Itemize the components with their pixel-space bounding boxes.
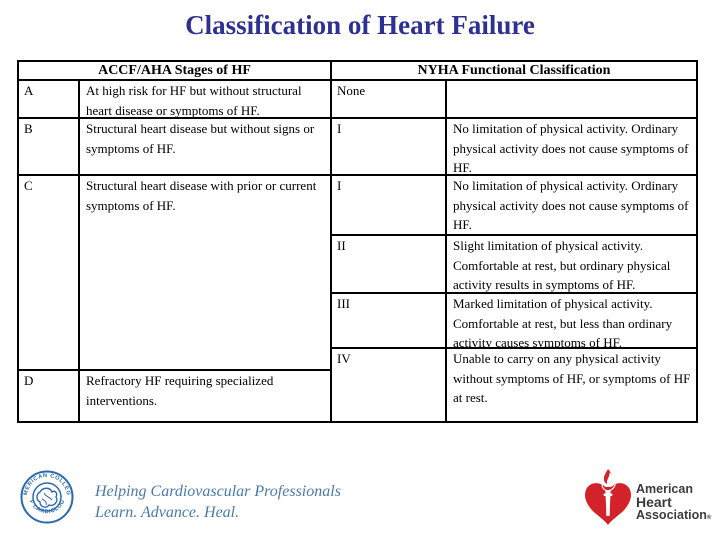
table-row-nyha-ii: II Slight limitation of physical activit… [332, 234, 696, 292]
acc-seal-icon: AMERICAN COLLEGE OF CARDIOLOGY [20, 469, 74, 524]
table-row-stage-a: A At high risk for HF but without struct… [19, 81, 330, 117]
table-row-stage-b: B Structural heart disease but without s… [19, 117, 330, 174]
table-row-nyha-iii: III Marked limitation of physical activi… [332, 292, 696, 347]
page-title: Classification of Heart Failure [185, 10, 535, 40]
nyha-iv-label: IV [332, 349, 447, 421]
stage-b-description: Structural heart disease but without sig… [86, 121, 315, 156]
nyha-iii-description: Marked limitation of physical activity. … [453, 296, 673, 347]
aha-word-heart: Heart [636, 494, 672, 510]
stage-c-description: Structural heart disease with prior or c… [86, 178, 317, 213]
acc-seal-figure [36, 487, 58, 508]
acc-tagline: Helping Cardiovascular Professionals Lea… [95, 481, 341, 523]
table-row-stage-d: D Refractory HF requiring specialized in… [19, 369, 330, 421]
footer: AMERICAN COLLEGE OF CARDIOLOGY Helping C… [0, 460, 720, 540]
classification-table: ACCF/AHA Stages of HF A At high risk for… [17, 60, 698, 423]
aha-torch-crossbar [603, 493, 613, 497]
nyha-ii-description: Slight limitation of physical activity. … [453, 238, 671, 292]
acc-tagline-line1: Helping Cardiovascular Professionals [95, 483, 341, 500]
stage-c-label: C [19, 176, 80, 369]
table-row-nyha-i-c: I No limitation of physical activity. Or… [332, 174, 696, 234]
nyha-i2-description: No limitation of physical activity. Ordi… [453, 178, 689, 232]
nyha-none-label: None [332, 81, 447, 117]
stage-d-description: Refractory HF requiring specialized inte… [86, 373, 274, 408]
stage-a-description: At high risk for HF but without structur… [86, 83, 302, 117]
nyha-header: NYHA Functional Classification [332, 62, 696, 81]
nyha-i-label: I [332, 119, 447, 174]
table-row-nyha-i-b: I No limitation of physical activity. Or… [332, 117, 696, 174]
stage-b-label: B [19, 119, 80, 174]
nyha-i2-label: I [332, 176, 447, 234]
nyha-ii-label: II [332, 236, 447, 292]
table-row-nyha-iv: IV Unable to carry on any physical activ… [332, 347, 696, 421]
nyha-iv-description: Unable to carry on any physical activity… [453, 351, 691, 405]
aha-word-american: American [636, 482, 693, 496]
nyha-iii-label: III [332, 294, 447, 347]
stage-a-label: A [19, 81, 80, 117]
accf-aha-header: ACCF/AHA Stages of HF [19, 62, 330, 81]
nyha-none-description [447, 81, 696, 117]
aha-torch-handle [605, 490, 611, 516]
nyha-column-group: NYHA Functional Classification None I No… [332, 62, 696, 421]
aha-flame-shape [601, 468, 616, 492]
aha-word-association: Association® [636, 508, 712, 522]
acc-tagline-line2: Learn. Advance. Heal. [95, 504, 240, 521]
nyha-i-description: No limitation of physical activity. Ordi… [453, 121, 689, 174]
aha-heart-icon [584, 468, 632, 525]
table-row-stage-c: C Structural heart disease with prior or… [19, 174, 330, 369]
aha-wordmark: American Heart Association® [636, 483, 711, 524]
registered-mark: ® [706, 515, 712, 521]
table-row-nyha-none: None [332, 81, 696, 117]
stage-d-label: D [19, 371, 80, 421]
accf-aha-column-group: ACCF/AHA Stages of HF A At high risk for… [19, 62, 332, 421]
